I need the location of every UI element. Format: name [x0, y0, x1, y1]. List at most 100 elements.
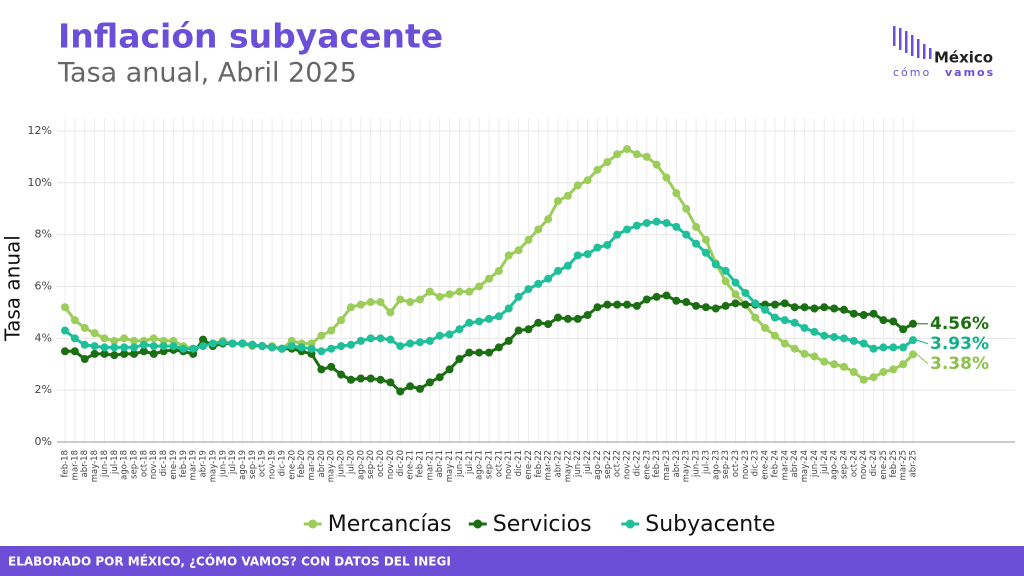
x-tick-label: dic-18	[159, 450, 169, 476]
x-tick-label: may-21	[445, 450, 455, 482]
data-point	[317, 347, 326, 356]
x-tick-label: ago-19	[238, 450, 248, 480]
legend-label: Subyacente	[645, 512, 775, 537]
data-point	[475, 282, 484, 291]
x-tick-label: nov-22	[623, 450, 633, 479]
data-point	[327, 326, 336, 335]
data-point	[839, 305, 848, 314]
data-point	[544, 320, 553, 329]
data-point	[909, 336, 917, 345]
data-point	[800, 303, 809, 312]
data-point	[692, 239, 701, 248]
data-point	[731, 299, 740, 308]
legend-label: Mercancías	[328, 512, 452, 537]
x-tick-label: abr-22	[554, 450, 564, 477]
data-point	[149, 334, 158, 343]
data-point	[494, 266, 503, 275]
label-leader	[916, 339, 929, 345]
data-point	[80, 323, 89, 332]
data-point	[90, 349, 99, 358]
legend-label: Servicios	[493, 512, 592, 537]
x-tick-label: oct-20	[376, 450, 386, 477]
data-point	[149, 342, 158, 351]
x-tick-label: feb-25	[889, 450, 899, 478]
x-tick-label: sep-24	[839, 450, 849, 479]
data-point	[662, 291, 671, 300]
data-point	[130, 343, 139, 352]
x-tick-label: may-19	[208, 450, 218, 482]
data-point	[228, 339, 237, 348]
data-point	[554, 196, 563, 205]
data-point	[514, 326, 523, 335]
data-point	[445, 330, 454, 339]
label-leader	[916, 354, 929, 365]
data-point	[701, 248, 710, 257]
data-point	[741, 300, 750, 309]
data-point	[149, 349, 158, 358]
logo-top: México	[934, 49, 993, 67]
data-point	[504, 336, 513, 345]
data-point	[80, 355, 89, 364]
data-point	[859, 339, 868, 348]
data-point	[70, 334, 79, 343]
x-tick-label: dic-19	[277, 450, 287, 476]
data-point	[248, 340, 257, 349]
data-point	[386, 378, 395, 387]
data-point	[396, 387, 405, 396]
data-point	[583, 176, 592, 185]
data-point	[623, 300, 632, 309]
data-point	[100, 334, 109, 343]
data-point	[179, 344, 188, 353]
data-point	[573, 314, 582, 323]
data-point	[455, 287, 464, 296]
x-tick-label: mar-20	[307, 450, 317, 480]
x-tick-label: may-18	[90, 450, 100, 482]
data-point	[327, 362, 336, 371]
data-point	[356, 300, 365, 309]
y-tick-label: 2%	[35, 383, 52, 396]
x-tick-label: oct-23	[731, 450, 741, 477]
data-point	[356, 374, 365, 383]
data-point	[554, 313, 563, 322]
data-point	[909, 319, 917, 328]
data-point	[899, 325, 908, 334]
data-point	[632, 301, 641, 310]
x-tick-label: feb-22	[534, 450, 544, 478]
y-tick-label: 6%	[35, 279, 52, 292]
data-point	[642, 295, 651, 304]
data-point	[406, 382, 415, 391]
data-point	[356, 336, 365, 345]
x-tick-label: dic-21	[514, 450, 524, 476]
data-point	[435, 292, 444, 301]
data-point	[780, 316, 789, 325]
data-point	[346, 340, 355, 349]
data-point	[425, 336, 434, 345]
data-point	[909, 350, 917, 359]
data-point	[435, 331, 444, 340]
x-tick-label: abr-19	[199, 450, 209, 477]
data-point	[879, 368, 888, 377]
x-tick-label: sep-23	[721, 450, 731, 479]
data-point	[623, 225, 632, 234]
data-point	[563, 261, 572, 270]
data-point	[110, 336, 119, 345]
data-point	[169, 342, 178, 351]
data-point	[721, 277, 730, 286]
data-point	[445, 365, 454, 374]
x-tick-label: nov-18	[149, 450, 159, 479]
data-point	[465, 318, 474, 327]
y-tick-label: 10%	[28, 176, 52, 189]
x-tick-label: abr-21	[435, 450, 445, 477]
x-tick-label: abr-20	[317, 450, 327, 477]
data-point	[485, 314, 493, 323]
data-point	[485, 348, 493, 357]
data-point	[889, 317, 898, 326]
data-point	[366, 374, 375, 383]
x-tick-label: may-20	[327, 450, 337, 482]
data-point	[524, 235, 533, 244]
data-point	[208, 339, 217, 348]
data-point	[435, 373, 444, 382]
data-point	[899, 343, 908, 352]
x-tick-label: oct-21	[494, 450, 504, 477]
data-point	[415, 295, 424, 304]
